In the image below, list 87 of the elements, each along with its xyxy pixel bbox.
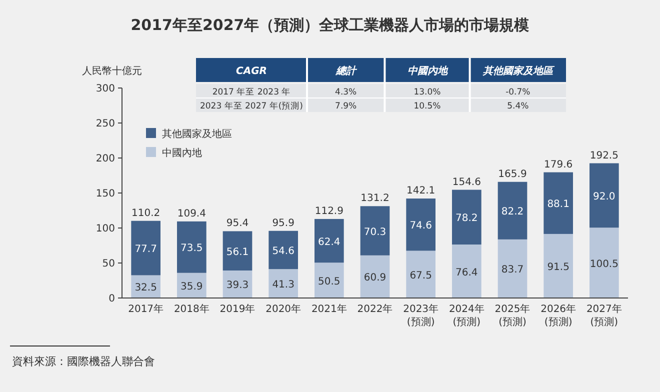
data-label: 92.0	[593, 191, 616, 202]
total-label: 165.9	[498, 168, 527, 180]
data-label: 73.5	[180, 243, 203, 254]
bar	[268, 230, 298, 270]
annotation: 13.0%	[414, 88, 441, 98]
text: CAGR	[236, 66, 267, 77]
annotation: 5.4%	[507, 102, 529, 112]
bar	[498, 182, 528, 240]
data-label: 67.5	[410, 270, 432, 282]
data-label: 32.5	[134, 282, 157, 294]
x-tick-label: 2018年	[174, 303, 210, 315]
y-tick-label: 150	[96, 188, 115, 200]
bar	[314, 262, 344, 298]
bar	[360, 255, 390, 298]
data-label: 91.5	[547, 262, 570, 273]
x-tick-label: 2026年 (預測)	[540, 303, 576, 328]
total-label: 154.6	[452, 176, 481, 188]
source-note: 資料來源：國際機器人聯合會	[12, 355, 155, 368]
bar	[360, 206, 390, 256]
total-label: 95.9	[272, 218, 294, 229]
annotation: 4.3%	[335, 88, 357, 98]
x-tick-label: 2021年	[311, 303, 347, 315]
total-label: 95.4	[226, 218, 249, 230]
data-label: 62.4	[318, 236, 340, 248]
y-tick-label: 100	[96, 224, 115, 234]
bar	[452, 190, 482, 245]
annotation: 10.5%	[414, 102, 441, 112]
x-tick-label: 2019年	[220, 303, 256, 315]
text: 總計	[336, 66, 356, 77]
legend-label: 中國內地	[162, 147, 202, 159]
data-label: 76.4	[456, 267, 478, 278]
bar	[268, 269, 298, 298]
data-label: 35.9	[180, 281, 203, 292]
legend-label: 其他國家及地區	[162, 128, 232, 140]
total-label: 110.2	[132, 208, 160, 219]
y-tick-label: 300	[96, 84, 115, 94]
x-tick-label: 2027年 (預測)	[586, 303, 622, 328]
data-label: 74.6	[410, 220, 432, 232]
y-axis-title: 人民幣十億元	[82, 65, 142, 77]
y-tick-label: 250	[96, 118, 115, 130]
bar	[406, 198, 436, 251]
text: 其他國家及地區	[482, 66, 553, 77]
data-label: 50.5	[318, 276, 340, 288]
annotation: 2023 年至 2027 年(預測)	[200, 100, 304, 112]
y-tick-label: 0	[108, 294, 115, 304]
total-label: 142.1	[406, 186, 436, 197]
bar	[590, 163, 619, 228]
text: 中國內地	[407, 66, 448, 77]
data-label: 54.6	[272, 246, 294, 257]
x-tick-label: 2023年 (預測)	[403, 303, 439, 328]
total-label: 192.5	[590, 150, 618, 162]
data-label: 88.1	[547, 199, 570, 210]
annotation: 7.9%	[335, 102, 357, 112]
bar	[314, 218, 344, 263]
total-label: 109.4	[177, 208, 206, 220]
data-label: 39.3	[226, 280, 249, 292]
x-tick-label: 2017年	[128, 303, 164, 315]
annotation: -0.7%	[506, 88, 530, 98]
total-label: 179.6	[544, 159, 573, 170]
bar	[131, 220, 160, 276]
data-label: 83.7	[501, 264, 524, 276]
data-label: 77.7	[134, 244, 157, 256]
data-label: 78.2	[456, 213, 478, 224]
chart-title: 2017年至2027年（預測）全球工業機器人市場的市場規模	[130, 16, 530, 34]
data-label: 70.3	[364, 226, 386, 238]
bar	[222, 231, 252, 270]
bar	[544, 234, 573, 298]
total-label: 131.2	[360, 193, 390, 204]
data-label: 82.2	[501, 206, 524, 218]
y-tick-label: 200	[96, 154, 115, 164]
x-tick-label: 2022年	[357, 303, 393, 315]
bar	[498, 239, 528, 298]
data-label: 60.9	[364, 272, 386, 284]
data-label: 100.5	[590, 258, 618, 270]
bar	[452, 244, 482, 298]
x-tick-label: 2025年 (預測)	[494, 303, 530, 328]
bar	[544, 172, 573, 234]
bar	[177, 221, 206, 273]
annotation: 2017 年至 2023 年	[212, 86, 291, 98]
x-tick-label: 2020年	[266, 303, 302, 315]
bar	[406, 250, 436, 298]
y-tick-label: 50	[102, 258, 115, 270]
data-label: 56.1	[226, 246, 249, 258]
x-tick-label: 2024年 (預測)	[448, 303, 484, 328]
data-label: 41.3	[272, 280, 294, 291]
bar	[590, 228, 619, 298]
total-label: 112.9	[314, 206, 344, 217]
